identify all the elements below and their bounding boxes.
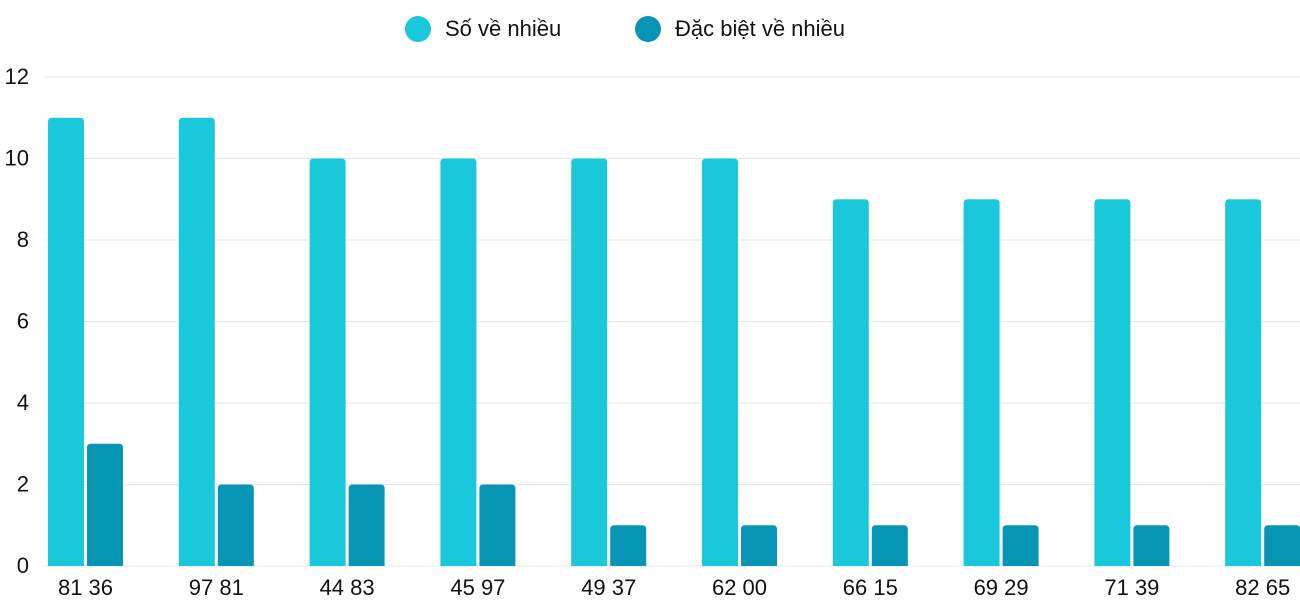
bar bbox=[1002, 525, 1039, 566]
x-tick-label: 62 00 bbox=[712, 575, 767, 600]
x-tick-label: 81 36 bbox=[58, 575, 113, 600]
bar bbox=[1094, 199, 1131, 566]
x-tick-label: 97 81 bbox=[189, 575, 244, 600]
bar bbox=[741, 525, 777, 566]
legend-marker bbox=[635, 16, 661, 42]
bar bbox=[1133, 525, 1170, 566]
bar bbox=[479, 484, 516, 566]
bar bbox=[178, 117, 215, 566]
y-tick-label: 4 bbox=[17, 390, 29, 415]
bar bbox=[1264, 525, 1300, 566]
y-tick-label: 6 bbox=[17, 308, 29, 333]
y-tick-label: 0 bbox=[17, 553, 29, 578]
x-tick-label: 69 29 bbox=[974, 575, 1029, 600]
bar bbox=[309, 158, 346, 566]
x-tick-label: 49 37 bbox=[581, 575, 636, 600]
bar bbox=[702, 158, 738, 566]
bar bbox=[832, 199, 869, 566]
bar bbox=[217, 484, 254, 566]
bar bbox=[571, 158, 608, 566]
bar bbox=[1225, 199, 1262, 566]
x-tick-label: 66 15 bbox=[843, 575, 898, 600]
bar bbox=[963, 199, 1000, 566]
bar bbox=[48, 117, 84, 566]
x-tick-label: 71 39 bbox=[1104, 575, 1159, 600]
bar bbox=[440, 158, 477, 566]
x-tick-label: 82 65 bbox=[1235, 575, 1290, 600]
bar bbox=[610, 525, 647, 566]
x-tick-label: 45 97 bbox=[450, 575, 505, 600]
y-tick-label: 12 bbox=[5, 64, 29, 89]
bar bbox=[348, 484, 385, 566]
y-tick-label: 8 bbox=[17, 227, 29, 252]
legend-label: Số về nhiều bbox=[445, 16, 561, 41]
x-tick-label: 44 83 bbox=[320, 575, 375, 600]
bar bbox=[871, 525, 908, 566]
y-tick-label: 2 bbox=[17, 471, 29, 496]
bar bbox=[87, 443, 123, 566]
legend-label: Đặc biệt về nhiều bbox=[675, 16, 845, 41]
legend-marker bbox=[405, 16, 431, 42]
y-tick-label: 10 bbox=[5, 145, 29, 170]
